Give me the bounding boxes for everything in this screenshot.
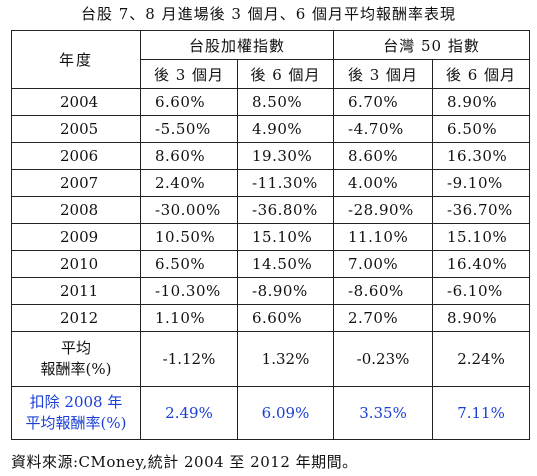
excluding-2008-cell: 7.11%: [432, 386, 531, 440]
excluding-2008-row: 扣除 2008 年 平均報酬率(%) 2.49% 6.09% 3.35% 7.1…: [11, 386, 531, 440]
year-cell: 2005: [11, 115, 141, 143]
return-cell: -4.70%: [333, 115, 434, 143]
excluding-2008-label-line2: 平均報酬率(%): [25, 414, 127, 432]
excluding-2008-label: 扣除 2008 年 平均報酬率(%): [11, 386, 141, 440]
return-cell: 16.30%: [432, 142, 531, 170]
sub-header-row: 後 3 個月 後 6 個月 後 3 個月 後 6 個月: [12, 59, 531, 89]
group-header-row: 年度 台股加權指數 台灣 50 指數: [11, 30, 531, 89]
table-row: 2009 10.50% 15.10% 11.10% 15.10%: [11, 223, 531, 251]
return-cell: 1.10%: [140, 304, 238, 332]
year-cell: 2011: [11, 277, 141, 305]
return-cell: 6.70%: [333, 88, 434, 116]
return-cell: 14.50%: [236, 250, 335, 278]
table-row: 2006 8.60% 19.30% 8.60% 16.30%: [11, 142, 531, 170]
return-cell: 8.60%: [333, 142, 434, 170]
sub-header-taiex-6m: 後 6 個月: [236, 59, 335, 89]
table-row: 2011 -10.30% -8.90% -8.60% -6.10%: [11, 277, 531, 305]
average-cell: 2.24%: [432, 331, 531, 387]
sub-header-taiwan50-6m: 後 6 個月: [432, 59, 531, 89]
return-cell: 6.50%: [432, 115, 531, 143]
returns-table: 年度 台股加權指數 台灣 50 指數 後 3 個月 後 6 個月 後 3 個月 …: [11, 30, 531, 440]
return-cell: 8.50%: [236, 88, 335, 116]
return-cell: 6.50%: [140, 250, 238, 278]
return-cell: 15.10%: [236, 223, 335, 251]
return-cell: 11.10%: [333, 223, 434, 251]
group-header-taiex: 台股加權指數: [139, 30, 335, 60]
return-cell: -28.90%: [333, 196, 434, 224]
average-cell: -0.23%: [333, 331, 434, 387]
return-cell: -9.10%: [432, 169, 531, 197]
table-row: 2008 -30.00% -36.80% -28.90% -36.70%: [11, 196, 531, 224]
return-cell: -11.30%: [236, 169, 335, 197]
return-cell: 8.90%: [432, 304, 531, 332]
year-cell: 2004: [11, 88, 141, 116]
table-title: 台股 7、8 月進場後 3 個月、6 個月平均報酬率表現: [80, 5, 457, 23]
table-row: 2005 -5.50% 4.90% -4.70% 6.50%: [11, 115, 531, 143]
year-cell: 2008: [11, 196, 141, 224]
return-cell: -30.00%: [140, 196, 238, 224]
year-cell: 2009: [11, 223, 141, 251]
year-cell: 2007: [11, 169, 141, 197]
sub-header-taiwan50-3m: 後 3 個月: [333, 59, 434, 89]
year-cell: 2006: [11, 142, 141, 170]
return-cell: -36.80%: [236, 196, 335, 224]
year-header: 年度: [11, 30, 141, 89]
average-label-line1: 平均: [60, 339, 91, 357]
return-cell: 4.90%: [236, 115, 335, 143]
return-cell: 8.90%: [432, 88, 531, 116]
return-cell: 6.60%: [236, 304, 335, 332]
year-rows: 2004 6.60% 8.50% 6.70% 8.90% 2005 -5.50% 4.90% -…: [11, 88, 531, 332]
return-cell: -36.70%: [432, 196, 531, 224]
year-cell: 2012: [11, 304, 141, 332]
average-cell: 1.32%: [236, 331, 335, 387]
excluding-2008-cell: 3.35%: [333, 386, 434, 440]
return-cell: -8.90%: [236, 277, 335, 305]
average-cell: -1.12%: [140, 331, 238, 387]
return-cell: -6.10%: [432, 277, 531, 305]
return-cell: 4.00%: [333, 169, 434, 197]
table-row: 2007 2.40% -11.30% 4.00% -9.10%: [11, 169, 531, 197]
year-cell: 2010: [11, 250, 141, 278]
return-cell: 8.60%: [140, 142, 238, 170]
table-row: 2010 6.50% 14.50% 7.00% 16.40%: [11, 250, 531, 278]
group-header-taiwan50: 台灣 50 指數: [333, 30, 531, 60]
table-row: 2012 1.10% 6.60% 2.70% 8.90%: [11, 304, 531, 332]
return-cell: -10.30%: [140, 277, 238, 305]
average-label: 平均 報酬率(%): [11, 331, 141, 387]
return-cell: 16.40%: [432, 250, 531, 278]
return-cell: 2.70%: [333, 304, 434, 332]
source-note: 資料來源:CMoney,統計 2004 至 2012 年期間。: [11, 453, 358, 471]
average-label-line2: 報酬率(%): [40, 360, 112, 378]
return-cell: 19.30%: [236, 142, 335, 170]
return-cell: 7.00%: [333, 250, 434, 278]
excluding-2008-label-line1: 扣除 2008 年: [29, 393, 123, 411]
return-cell: -5.50%: [140, 115, 238, 143]
return-cell: 6.60%: [140, 88, 238, 116]
sub-header-taiex-3m: 後 3 個月: [140, 59, 238, 89]
table-row: 2004 6.60% 8.50% 6.70% 8.90%: [11, 88, 531, 116]
return-cell: 15.10%: [432, 223, 531, 251]
excluding-2008-cell: 2.49%: [140, 386, 238, 440]
return-cell: 10.50%: [140, 223, 238, 251]
excluding-2008-cell: 6.09%: [236, 386, 335, 440]
return-cell: 2.40%: [140, 169, 238, 197]
return-cell: -8.60%: [333, 277, 434, 305]
average-row: 平均 報酬率(%) -1.12% 1.32% -0.23% 2.24%: [11, 331, 531, 387]
